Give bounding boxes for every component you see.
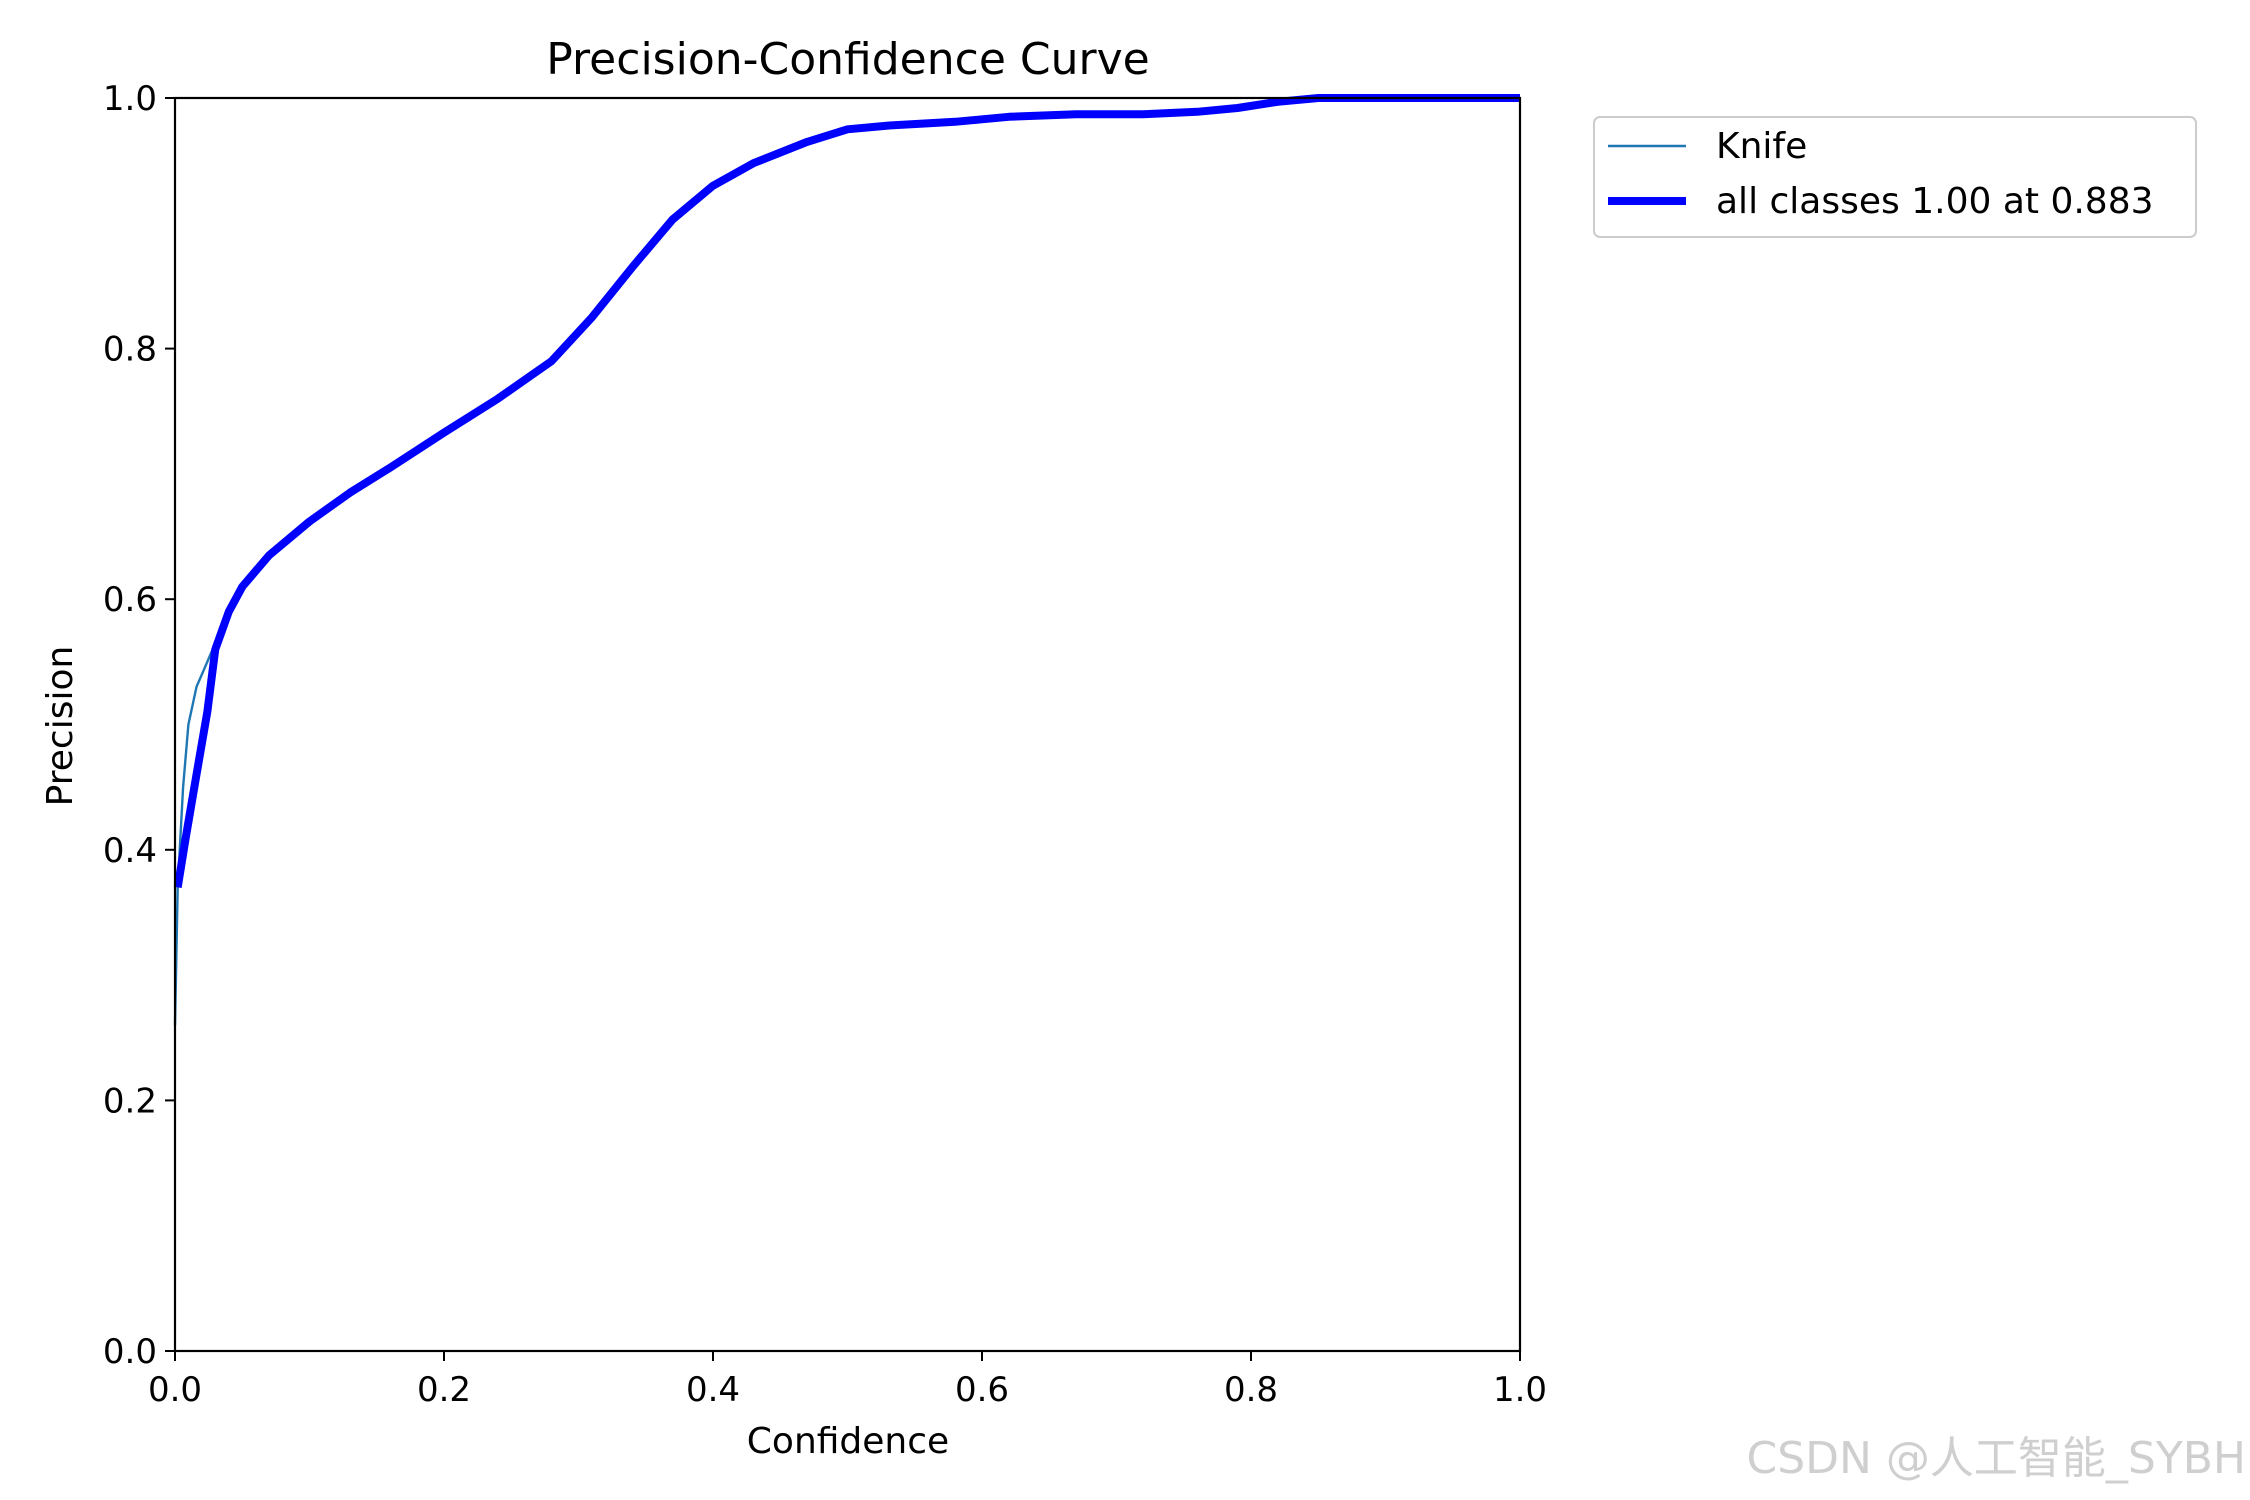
x-tick-label: 0.4 [686, 1370, 740, 1410]
y-tick-label: 0.4 [103, 831, 157, 871]
x-axis-ticks: 0.0 0.2 0.4 0.6 0.8 1.0 [148, 1351, 1547, 1410]
x-tick-label: 0.6 [955, 1370, 1009, 1410]
legend-box [1593, 116, 2197, 238]
y-tick-label: 0.0 [103, 1332, 157, 1372]
y-tick-label: 0.2 [103, 1081, 157, 1121]
y-axis-ticks: 0.0 0.2 0.4 0.6 0.8 1.0 [103, 79, 175, 1372]
y-axis-label: Precision [40, 646, 81, 807]
series-line-1 [173, 94, 1520, 889]
y-tick-label: 0.6 [103, 580, 157, 620]
x-axis-label: Confidence [747, 1421, 949, 1462]
series-line-0 [173, 96, 1520, 1026]
plot-frame [173, 96, 1522, 1353]
x-tick-label: 0.0 [148, 1370, 202, 1410]
watermark: CSDN @人工智能_SYBH [1746, 1433, 2246, 1484]
x-tick-label: 0.8 [1224, 1370, 1278, 1410]
chart-title: Precision-Confidence Curve [546, 34, 1149, 85]
x-tick-label: 1.0 [1493, 1370, 1547, 1410]
y-tick-label: 0.8 [103, 330, 157, 370]
legend-label-knife: Knife [1716, 126, 1807, 167]
legend: Knife all classes 1.00 at 0.883 [1593, 116, 2197, 238]
plot-lines [173, 94, 1520, 1026]
x-tick-label: 0.2 [417, 1370, 471, 1410]
legend-label-all-classes: all classes 1.00 at 0.883 [1716, 181, 2154, 222]
y-tick-label: 1.0 [103, 79, 157, 119]
